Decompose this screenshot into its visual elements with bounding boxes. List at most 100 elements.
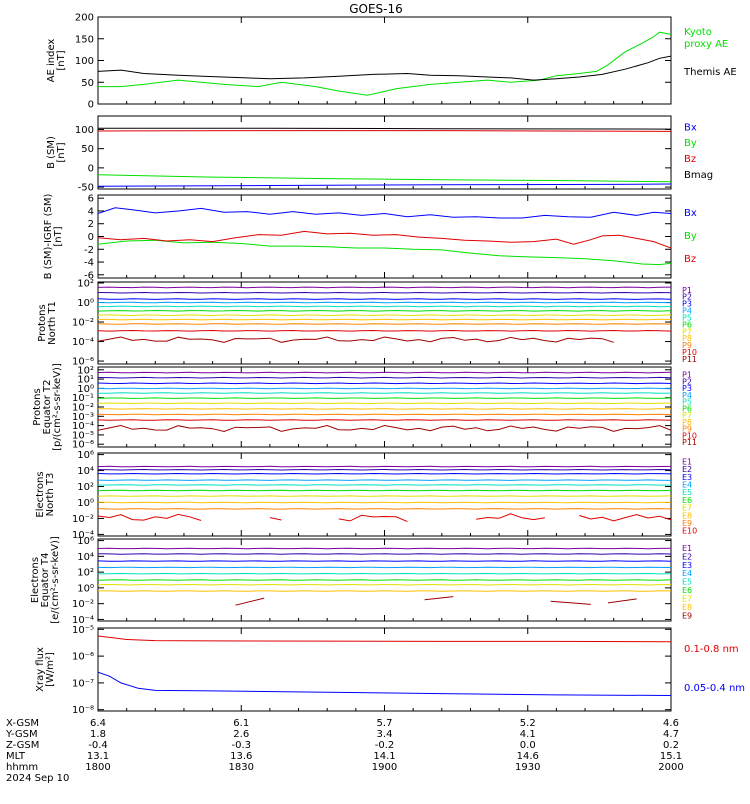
legend-label: P11 [682,438,697,447]
y-axis-label-line: North T3 [45,473,56,517]
y-tick-label: 50 [81,78,94,89]
band-e3-line [98,561,671,562]
orbit-value: 6.4 [90,718,106,729]
series-line-bmag [98,128,671,129]
y-tick-label: 10⁰ [77,583,94,594]
band-p6-line [98,311,671,312]
y-axis-label-line: North T1 [47,301,58,345]
date-label: 2024 Sep 10 [6,773,69,784]
band-p11-line [98,337,614,342]
y-tick-label: 10⁻² [72,599,94,610]
band-p5-line [98,393,671,394]
y-axis-label: ElectronsEquator T4[e/(cm²-s-sr-keV)] [30,536,61,624]
legend-label: Bx [684,122,697,133]
band-p3-line [98,299,671,300]
y-tick-label: 10⁻⁴ [72,337,94,348]
band-e9-segment [551,601,591,604]
orbit-value: 2.6 [233,729,249,740]
legend-label: 0.1-0.8 nm [684,644,739,655]
panel-frame [98,195,671,278]
y-tick-label: 0 [88,163,94,174]
band-p4-line [98,388,671,389]
legend-label: By [684,231,697,242]
band-p6-line [98,398,671,399]
band-p7-line [98,315,671,316]
y-tick-label: 10⁻⁷ [72,678,94,689]
orbit-value: 6.1 [233,718,249,729]
band-p9-line [98,324,671,325]
orbit-value: -0.4 [88,740,108,751]
series-line-themis-ae [98,56,671,80]
y-tick-label: 4 [88,206,94,217]
orbit-value: -0.2 [375,740,395,751]
y-tick-label: -50 [78,183,94,194]
panel-frame [98,282,671,364]
legend-label: Bz [684,254,696,265]
y-axis-label-line: [nT] [56,50,67,70]
orbit-row-label: hhmm [6,762,38,773]
orbit-row-label: X-GSM [6,718,39,729]
y-axis-label-line: [p/(cm²-s-sr-keV)] [52,363,63,451]
orbit-value: 15.1 [660,751,682,762]
y-tick-label: 10⁰ [77,498,94,509]
orbit-value: 1900 [372,762,397,773]
panel-p_t2: 10⁻⁶10⁻⁵10⁻⁴10⁻³10⁻²10⁻¹10⁰10¹10²Protons… [32,363,697,451]
orbit-value: 13.1 [87,751,109,762]
orbit-row-label: Z-GSM [6,740,39,751]
band-e1-line [98,548,671,549]
y-axis-label: Xray flux[W/m²] [35,647,56,692]
band-e9-segment [425,597,454,600]
orbit-value: 4.7 [663,729,679,740]
y-tick-label: 0 [88,232,94,243]
y-tick-label: 6 [88,194,94,205]
y-tick-label: 10⁶ [77,536,94,547]
series-line-by [98,175,671,182]
orbit-value: 14.6 [517,751,539,762]
band-e2-line [98,470,671,471]
legend-label: P11 [682,355,697,364]
band-p10-line [98,420,671,421]
band-e8-line [98,591,671,592]
orbit-value: -0.3 [231,740,251,751]
band-p2-line [98,377,671,378]
band-p9-line [98,414,671,415]
orbit-row-label: MLT [6,751,26,762]
orbit-value: 1.8 [90,729,106,740]
y-tick-label: 10⁻⁸ [72,705,94,716]
band-p5-line [98,306,671,307]
y-tick-label: 10⁻⁵ [72,625,94,636]
band-e1-line [98,466,671,467]
y-tick-label: 10⁴ [77,552,94,563]
orbit-value: 2000 [658,762,683,773]
y-tick-label: 10² [77,278,94,289]
band-p2-line [98,293,671,294]
y-axis-label-line: [nT] [53,226,64,246]
series-line-bz [98,231,671,248]
y-tick-label: -4 [84,258,94,269]
band-p10-line [98,331,671,332]
y-tick-label: 2 [88,219,94,230]
band-p4-line [98,302,671,303]
orbit-row-label: Y-GSM [5,729,38,740]
y-tick-label: 10⁶ [77,450,94,461]
y-tick-label: 100 [75,125,94,136]
y-axis-label-line: [nT] [56,142,67,162]
band-p3-line [98,383,671,384]
band-e10-line [98,514,671,522]
orbit-value: 1800 [85,762,110,773]
band-e9-line [98,509,671,510]
band-p8-line [98,409,671,410]
legend-label: Bx [684,208,697,219]
band-p11-line [98,426,671,432]
legend-label: proxy AE [684,39,728,50]
y-tick-label: 0 [88,100,94,111]
y-axis-label: B (SM)[nT] [46,136,67,169]
y-tick-label: 10⁻² [72,514,94,525]
series-line-bz [98,131,671,132]
y-tick-label: -2 [84,245,94,256]
